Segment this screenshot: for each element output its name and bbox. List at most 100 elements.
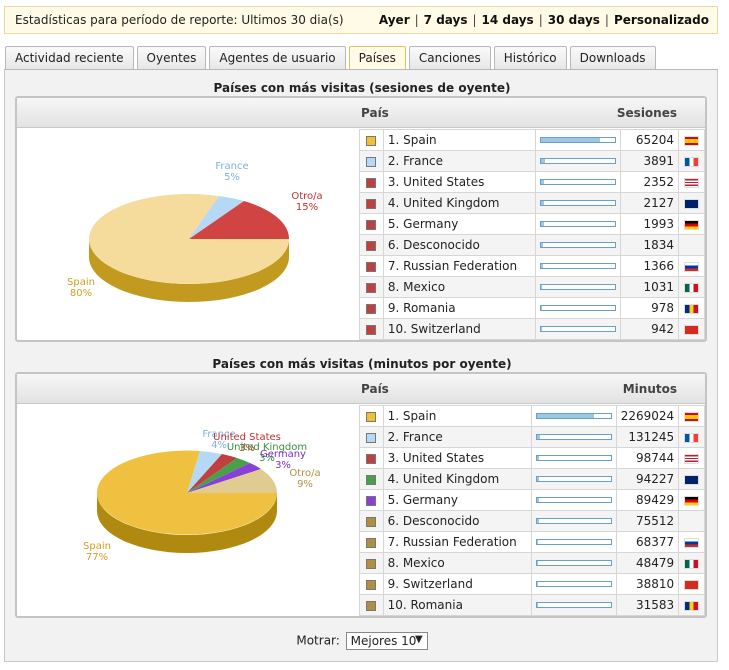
pie-label-other-min: Otro/a — [289, 468, 320, 479]
pie-slice-france-min — [187, 451, 222, 493]
share-bar-fill — [541, 159, 545, 163]
romania-flag-icon — [684, 600, 700, 611]
pie-label-germany-min: Germany — [260, 449, 306, 460]
uk-flag-icon — [684, 474, 700, 485]
share-bar — [535, 497, 612, 503]
sessions-panel: País Sesiones France 5% Otro/a 15% Spain… — [15, 96, 707, 342]
minutes-section-title: Países con más visitas (minutos por oyen… — [212, 357, 512, 371]
country-value: 2127 — [620, 192, 680, 214]
sessions-table-row: 2. France 3891 — [359, 150, 705, 172]
minutes-table-row: 5. Germany 89429 — [359, 489, 705, 511]
germany-flag-icon — [684, 219, 699, 230]
share-bar — [540, 326, 617, 332]
legend-swatch — [366, 432, 377, 443]
share-bar-fill — [536, 498, 539, 502]
tab-recent-activity[interactable]: Actividad reciente — [5, 46, 134, 70]
minutes-table-header: País Minutos — [17, 374, 705, 404]
pie-label-other: Otro/a — [291, 191, 322, 202]
legend-swatch — [366, 324, 377, 335]
share-bar-fill — [536, 540, 539, 544]
share-bar-fill — [541, 243, 543, 247]
country-name: 6. Desconocido — [382, 234, 537, 256]
share-bar — [535, 455, 612, 461]
chevron-down-icon: ▼ — [414, 634, 423, 645]
share-bar-fill — [536, 477, 539, 481]
range-custom-link[interactable]: Personalizado — [613, 13, 709, 27]
sessions-table-row: 6. Desconocido 1834 — [359, 234, 705, 256]
tab-history[interactable]: Histórico — [493, 46, 567, 70]
share-bar — [540, 305, 617, 311]
sessions-table-row: 7. Russian Federation 1366 — [359, 255, 705, 277]
minutes-pie-chart: France 4% United States 3% United Kingdo… — [17, 405, 357, 615]
switzerland-flag-icon — [684, 579, 700, 590]
sessions-table-header: País Sesiones — [17, 98, 705, 128]
sessions-section-title: Países con más visitas (sesiones de oyen… — [213, 81, 511, 95]
tab-countries[interactable]: Países — [348, 46, 406, 70]
pie-pct-uk-min: 3% — [259, 453, 275, 464]
country-name: 10. Romania — [382, 594, 532, 616]
pie-side-spain — [89, 239, 289, 302]
share-bar — [540, 158, 617, 164]
tab-listeners[interactable]: Oyentes — [136, 46, 207, 70]
sessions-table-row: 4. United Kingdom 2127 — [359, 192, 705, 214]
minutes-table-row: 2. France 131245 — [359, 426, 705, 448]
minutes-table-row: 8. Mexico 48479 — [359, 552, 705, 574]
country-value: 38810 — [615, 573, 680, 595]
country-name: 5. Germany — [382, 213, 537, 235]
country-name: 7. Russian Federation — [382, 531, 532, 553]
tab-songs[interactable]: Canciones — [408, 46, 491, 70]
legend-swatch — [366, 453, 377, 464]
spain-flag-icon — [684, 135, 699, 146]
tab-user-agents[interactable]: Agentes de usuario — [209, 46, 346, 70]
share-bar-fill — [541, 327, 543, 331]
mexico-flag-icon — [684, 558, 700, 569]
spain-flag-icon — [684, 411, 700, 422]
minutes-table-row: 7. Russian Federation 68377 — [359, 531, 705, 553]
france-flag-icon — [684, 432, 700, 443]
range-yesterday-link[interactable]: Ayer — [378, 13, 410, 27]
share-bar-fill — [541, 138, 601, 142]
countries-content: Países con más visitas (sesiones de oyen… — [4, 70, 718, 662]
share-bar — [535, 518, 612, 524]
country-name: 10. Switzerland — [382, 318, 537, 340]
country-name: 3. United States — [382, 447, 532, 469]
pie-slice-spain — [89, 193, 290, 284]
france-flag-icon — [684, 156, 699, 167]
sessions-country-column-header: País — [361, 106, 389, 120]
report-period-title: Estadísticas para período de reporte: Ul… — [15, 13, 344, 27]
range-7-days-link[interactable]: 7 days — [423, 13, 468, 27]
tab-downloads[interactable]: Downloads — [569, 46, 656, 70]
sessions-table-row: 5. Germany 1993 — [359, 213, 705, 235]
range-links: Ayer | 7 days | 14 days | 30 days | Pers… — [378, 13, 709, 27]
country-name: 5. Germany — [382, 489, 532, 511]
range-30-days-link[interactable]: 30 days — [547, 13, 600, 27]
pie-pct-spain: 80% — [70, 288, 92, 299]
pie-label-spain-min: Spain — [83, 541, 111, 552]
country-name: 1. Spain — [382, 129, 537, 151]
country-value: 65204 — [620, 129, 680, 151]
share-bar — [535, 602, 612, 608]
russia-flag-icon — [684, 261, 699, 272]
minutes-value-column-header: Minutos — [622, 382, 677, 396]
country-value: 942 — [620, 318, 680, 340]
range-14-days-link[interactable]: 14 days — [481, 13, 534, 27]
pie-label-uk-min: United Kingdom — [227, 442, 307, 453]
country-value: 31583 — [615, 594, 680, 616]
minutes-country-column-header: País — [361, 382, 389, 396]
pie-label-france: France — [215, 161, 248, 172]
sessions-table-row: 9. Romania 978 — [359, 297, 705, 319]
country-name: 1. Spain — [382, 405, 532, 427]
share-bar-fill — [536, 582, 538, 586]
minutes-country-table: 1. Spain 2269024 2. France 131245 3. United … — [359, 405, 705, 616]
romania-flag-icon — [684, 303, 699, 314]
pie-side-spain-min — [97, 493, 277, 553]
sessions-country-table: 1. Spain 65204 2. France 3891 3. United Stat… — [359, 129, 705, 340]
pie-pct-other: 15% — [296, 202, 318, 213]
russia-flag-icon — [684, 537, 700, 548]
show-limit-select[interactable]: Mejores 10 ▼ — [345, 632, 428, 650]
share-bar — [535, 581, 612, 587]
country-value: 94227 — [615, 468, 680, 490]
country-value: 131245 — [615, 426, 680, 448]
usa-flag-icon — [684, 453, 700, 464]
share-bar — [540, 263, 617, 269]
